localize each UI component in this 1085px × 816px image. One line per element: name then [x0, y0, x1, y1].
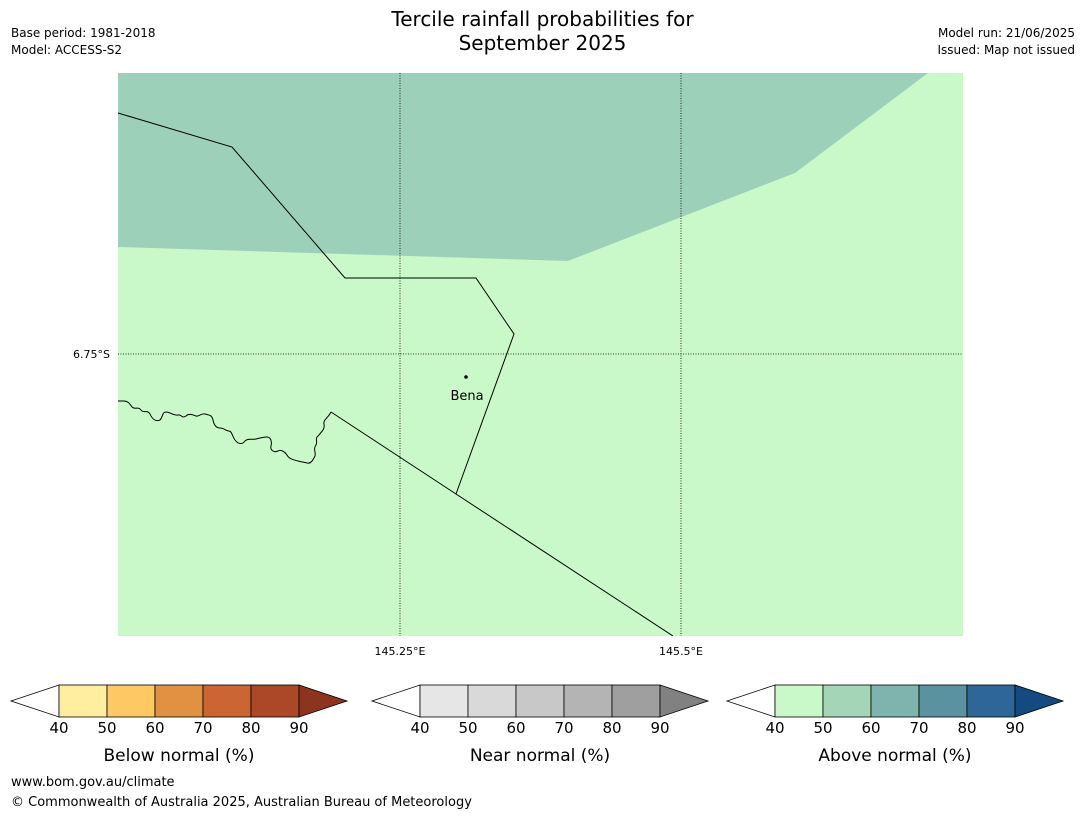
town-label: Bena	[450, 389, 483, 404]
colorbar-tick-label: 60	[145, 719, 164, 737]
lon-label-2: 145.5°E	[659, 645, 703, 658]
colorbar-tick-label: 40	[410, 719, 429, 737]
colorbar-segment	[966, 684, 1016, 718]
colorbar-tick-label: 80	[957, 719, 976, 737]
issued-status: Issued: Map not issued	[937, 43, 1075, 57]
colorbar-tick-label: 70	[193, 719, 212, 737]
colorbar-segment	[106, 684, 156, 718]
colorbar-label: Near normal (%)	[470, 746, 610, 766]
footer-url: www.bom.gov.au/climate	[11, 775, 175, 790]
colorbar-segment	[515, 684, 565, 718]
colorbar-segment	[611, 684, 661, 718]
colorbar-tick-label: 90	[650, 719, 669, 737]
colorbar-tick-label: 40	[765, 719, 784, 737]
model-name: Model: ACCESS-S2	[11, 43, 123, 57]
colorbar-segment	[250, 684, 300, 718]
map-canvas: Bena 6.75°S 145.25°E 145.5°E	[73, 73, 963, 658]
map-title: Tercile rainfall probabilities for Septe…	[0, 7, 1085, 55]
province-border	[118, 112, 515, 495]
meta-left: Base period: 1981-2018 Model: ACCESS-S2	[11, 25, 156, 59]
colorbar-tick-label: 50	[458, 719, 477, 737]
colorbar-extend-high	[298, 684, 349, 718]
colorbar-tick-label: 80	[241, 719, 260, 737]
colorbar-tick-label: 70	[554, 719, 573, 737]
colorbar-3: 40 50 60 70 80 90 Above normal (%)	[725, 684, 1065, 766]
probability-region-50-60	[118, 73, 928, 261]
colorbar-segment	[202, 684, 252, 718]
colorbar-tick-label: 40	[49, 719, 68, 737]
colorbar-segment	[419, 684, 469, 718]
colorbar-segment	[154, 684, 204, 718]
meta-right: Model run: 21/06/2025 Issued: Map not is…	[937, 25, 1075, 59]
colorbar-tick-label: 70	[909, 719, 928, 737]
colorbar-area: 40 50 60 70 80 90 Below normal (%) 40 50 60 70 80 90…	[9, 684, 1065, 766]
colorbar-label: Above normal (%)	[818, 746, 971, 766]
model-run: Model run: 21/06/2025	[937, 26, 1075, 40]
colorbar-segment	[774, 684, 824, 718]
colorbar-tick-label: 50	[97, 719, 116, 737]
town-marker	[464, 375, 468, 379]
colorbar-2: 40 50 60 70 80 90 Near normal (%)	[370, 684, 710, 766]
province-border	[330, 411, 674, 636]
province-border	[118, 400, 332, 464]
colorbar-1: 40 50 60 70 80 90 Below normal (%)	[9, 684, 349, 766]
colorbar-tick-label: 60	[861, 719, 880, 737]
colorbar-extend-high	[1014, 684, 1065, 718]
colorbar-segment	[563, 684, 613, 718]
colorbar-label: Below normal (%)	[104, 746, 255, 766]
title-line-1: Tercile rainfall probabilities for	[391, 7, 694, 31]
lat-label: 6.75°S	[73, 348, 110, 361]
colorbar-segment	[918, 684, 968, 718]
colorbar-extend-high	[659, 684, 710, 718]
colorbar-tick-label: 60	[506, 719, 525, 737]
colorbar-tick-label: 80	[602, 719, 621, 737]
lon-label-1: 145.25°E	[375, 645, 426, 658]
colorbar-tick-label: 90	[1005, 719, 1024, 737]
colorbar-tick-label: 90	[289, 719, 308, 737]
colorbar-segment	[58, 684, 108, 718]
colorbar-tick-label: 50	[813, 719, 832, 737]
footer-copyright: © Commonwealth of Australia 2025, Austra…	[11, 795, 472, 810]
colorbar-extend-low	[9, 684, 60, 718]
colorbar-extend-low	[370, 684, 421, 718]
title-line-2: September 2025	[458, 31, 627, 55]
colorbar-extend-low	[725, 684, 776, 718]
colorbar-segment	[870, 684, 920, 718]
colorbar-segment	[467, 684, 517, 718]
base-period: Base period: 1981-2018	[11, 26, 156, 40]
colorbar-segment	[822, 684, 872, 718]
